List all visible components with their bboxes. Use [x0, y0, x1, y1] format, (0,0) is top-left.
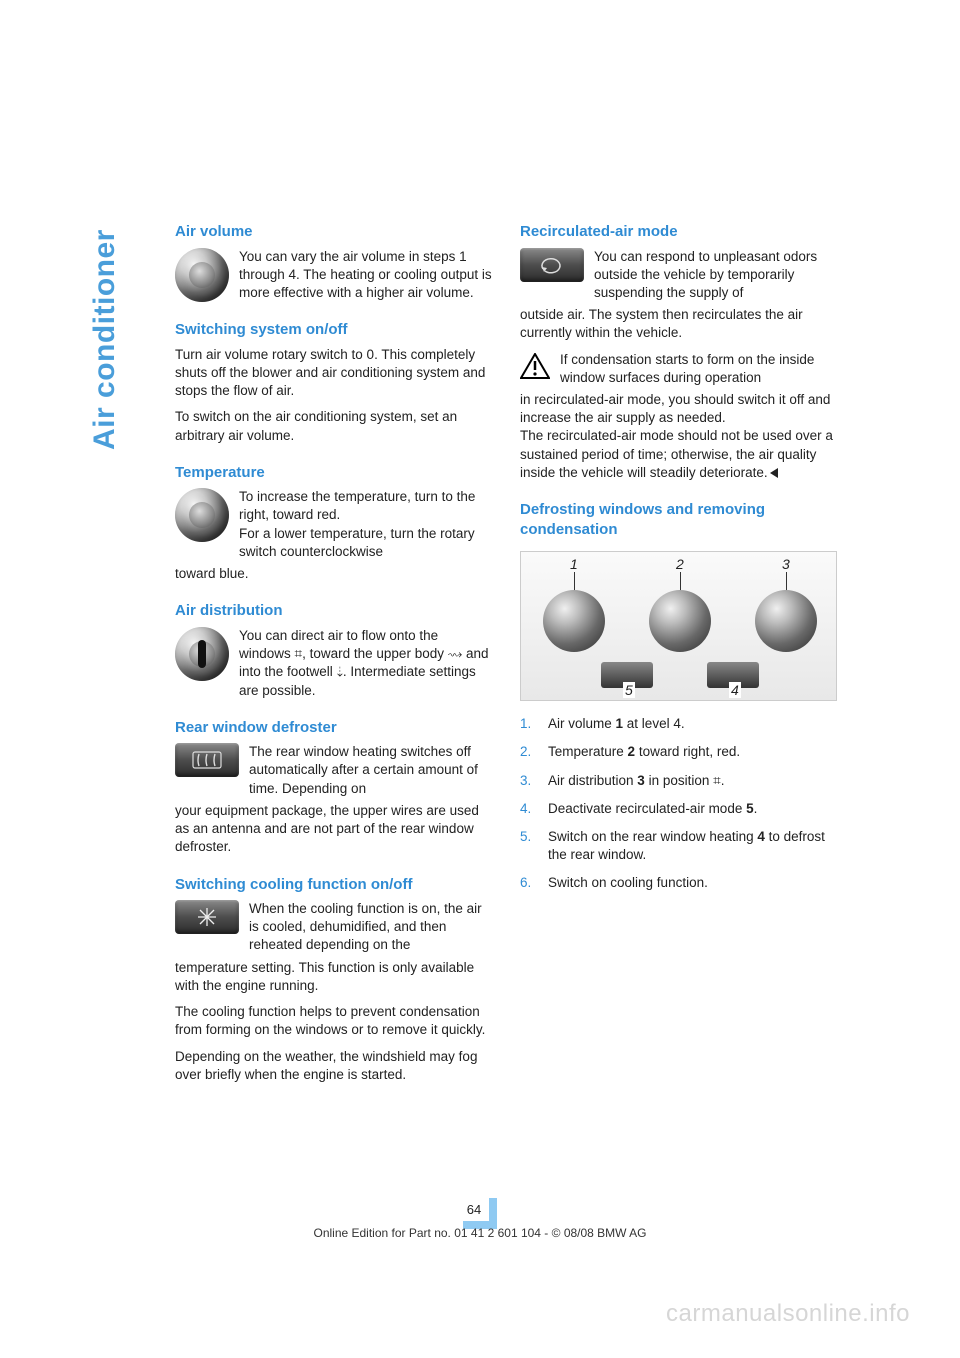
list-item: 4. Deactivate recirculated-air mode 5. — [520, 800, 837, 818]
callout-5: 5 — [623, 682, 635, 698]
row-recirculated: You can respond to unpleasant odors outs… — [520, 248, 837, 303]
recirculate-button-icon — [520, 248, 584, 282]
text-switching-p2: To switch on the air conditioning system… — [175, 408, 492, 444]
row-temperature: To increase the temperature, turn to the… — [175, 488, 492, 561]
heading-recirculated: Recirculated-air mode — [520, 222, 837, 242]
left-column: Air volume You can vary the air volume i… — [175, 222, 492, 1092]
right-column: Recirculated-air mode You can respond to… — [520, 222, 837, 1092]
text-cooling-tail: temperature setting. This function is on… — [175, 959, 492, 995]
step-number: 1. — [520, 715, 538, 733]
manual-page: Air conditioner Air volume You can vary … — [0, 0, 960, 1358]
text-temperature-lead: To increase the temperature, turn to the… — [239, 488, 492, 561]
callout-3: 3 — [782, 556, 790, 572]
temperature-knob-icon — [175, 488, 229, 542]
row-rear-defroster: The rear window heating switches off aut… — [175, 743, 492, 798]
list-item: 1. Air volume 1 at level 4. — [520, 715, 837, 733]
step-number: 6. — [520, 874, 538, 892]
section-side-title: Air conditioner — [88, 229, 122, 450]
heading-air-distribution: Air distribution — [175, 601, 492, 621]
step-text: Switch on cooling function. — [548, 874, 837, 892]
list-item: 2. Temperature 2 toward right, red. — [520, 743, 837, 761]
callout-1: 1 — [570, 556, 578, 572]
fan-knob-icon — [175, 248, 229, 302]
callout-line-3 — [786, 572, 787, 592]
step-text: Switch on the rear window heating 4 to d… — [548, 828, 837, 864]
heading-rear-defroster: Rear window defroster — [175, 718, 492, 738]
text-recirc-warn-tail-inner: in recirculated-air mode, you should swi… — [520, 392, 833, 480]
text-cooling-p3: Depending on the weather, the windshield… — [175, 1048, 492, 1084]
heading-defrost: Defrosting windows and removing condensa… — [520, 500, 837, 539]
row-recirc-warning: If condensation starts to form on the in… — [520, 351, 837, 387]
climate-control-diagram: 1 2 3 5 4 — [520, 551, 837, 701]
step-text: Air distribution 3 in position ⌗. — [548, 772, 837, 790]
step-text: Deactivate recirculated-air mode 5. — [548, 800, 837, 818]
diagram-dial-3 — [755, 590, 817, 652]
page-number-wrap: 64 — [0, 1198, 960, 1229]
footer-text: Online Edition for Part no. 01 41 2 601 … — [0, 1226, 960, 1240]
text-cooling-p2: The cooling function helps to prevent co… — [175, 1003, 492, 1039]
step-number: 3. — [520, 772, 538, 790]
content-columns: Air volume You can vary the air volume i… — [175, 222, 837, 1092]
defrost-steps-list: 1. Air volume 1 at level 4. 2. Temperature… — [520, 715, 837, 893]
text-switching-p1: Turn air volume rotary switch to 0. This… — [175, 346, 492, 401]
list-item: 6. Switch on cooling function. — [520, 874, 837, 892]
text-recirc-lead: You can respond to unpleasant odors outs… — [594, 248, 837, 303]
text-recirc-warn-lead: If condensation starts to form on the in… — [560, 351, 837, 387]
step-number: 4. — [520, 800, 538, 818]
text-temperature-tail: toward blue. — [175, 565, 492, 583]
text-air-distribution: You can direct air to flow onto the wind… — [239, 627, 492, 700]
step-text: Air volume 1 at level 4. — [548, 715, 837, 733]
rear-defrost-button-icon — [175, 743, 239, 777]
step-number: 2. — [520, 743, 538, 761]
heading-temperature: Temperature — [175, 463, 492, 483]
step-number: 5. — [520, 828, 538, 864]
row-air-volume: You can vary the air volume in steps 1 t… — [175, 248, 492, 303]
diagram-dial-2 — [649, 590, 711, 652]
text-recirc-tail: outside air. The system then recirculate… — [520, 306, 837, 342]
row-air-distribution: You can direct air to flow onto the wind… — [175, 627, 492, 700]
text-cooling-lead: When the cooling function is on, the air… — [249, 900, 492, 955]
warning-triangle-icon — [520, 353, 550, 379]
callout-line-1 — [574, 572, 575, 592]
heading-air-volume: Air volume — [175, 222, 492, 242]
distribution-knob-icon — [175, 627, 229, 681]
callout-2: 2 — [676, 556, 684, 572]
heading-cooling: Switching cooling function on/off — [175, 875, 492, 895]
text-rear-defroster-lead: The rear window heating switches off aut… — [249, 743, 492, 798]
step-text: Temperature 2 toward right, red. — [548, 743, 837, 761]
text-air-volume: You can vary the air volume in steps 1 t… — [239, 248, 492, 303]
row-cooling: When the cooling function is on, the air… — [175, 900, 492, 955]
end-marker-icon — [770, 468, 778, 478]
page-number: 64 — [463, 1198, 497, 1229]
snowflake-button-icon — [175, 900, 239, 934]
heading-switching-system: Switching system on/off — [175, 320, 492, 340]
text-recirc-warn-tail: in recirculated-air mode, you should swi… — [520, 391, 837, 482]
list-item: 3. Air distribution 3 in position ⌗. — [520, 772, 837, 790]
text-rear-defroster-tail: your equipment package, the upper wires … — [175, 802, 492, 857]
callout-4: 4 — [729, 682, 741, 698]
callout-line-2 — [680, 572, 681, 592]
diagram-dial-1 — [543, 590, 605, 652]
list-item: 5. Switch on the rear window heating 4 to… — [520, 828, 837, 864]
watermark-text: carmanualsonline.info — [666, 1300, 910, 1328]
